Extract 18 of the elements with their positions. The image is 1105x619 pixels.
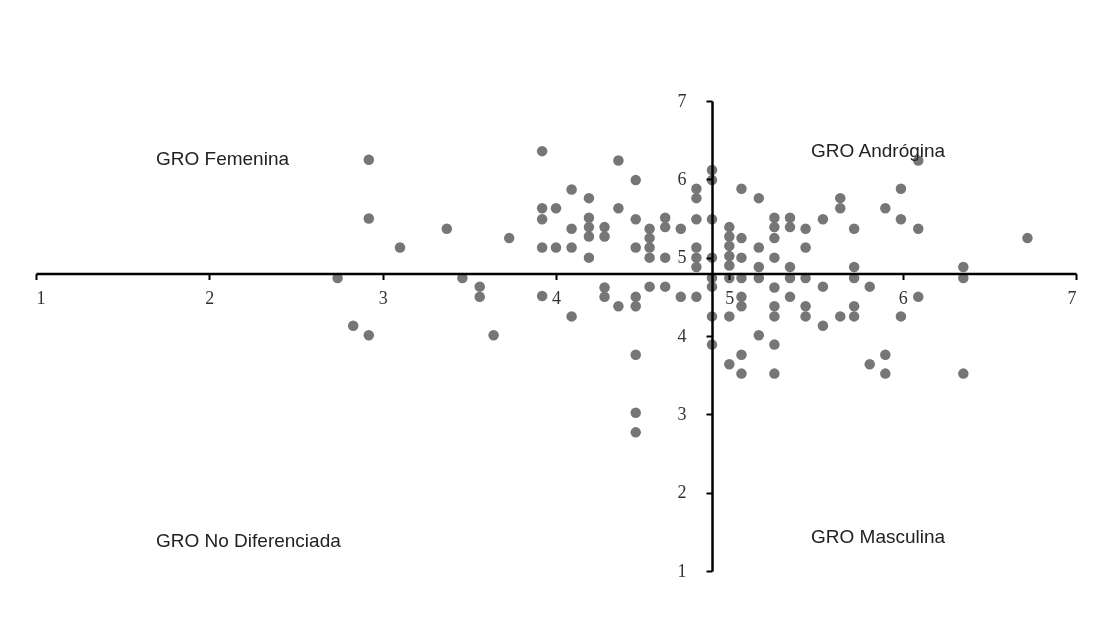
y-tick-label: 2 (677, 482, 687, 503)
y-tick-label: 6 (677, 168, 687, 189)
x-tick-label: 2 (205, 287, 215, 308)
x-tick-label: 1 (36, 287, 46, 308)
x-tick-label: 7 (1067, 287, 1077, 308)
x-tick-label: 3 (378, 287, 388, 308)
y-tick-label: 5 (677, 247, 687, 268)
annotation: GRO No Diferenciada (156, 530, 342, 551)
y-tick-label: 3 (677, 403, 687, 424)
y-tick-label: 1 (677, 560, 687, 581)
annotation: GRO Andrógina (811, 140, 946, 161)
x-tick-label: 4 (552, 287, 561, 308)
y-tick-label: 7 (677, 90, 687, 111)
y-tick-label: 4 (677, 325, 687, 346)
annotation: GRO Masculina (811, 526, 946, 547)
annotation: GRO Femenina (156, 148, 290, 169)
x-tick-label: 5 (725, 287, 735, 308)
x-tick-label: 6 (898, 287, 908, 308)
